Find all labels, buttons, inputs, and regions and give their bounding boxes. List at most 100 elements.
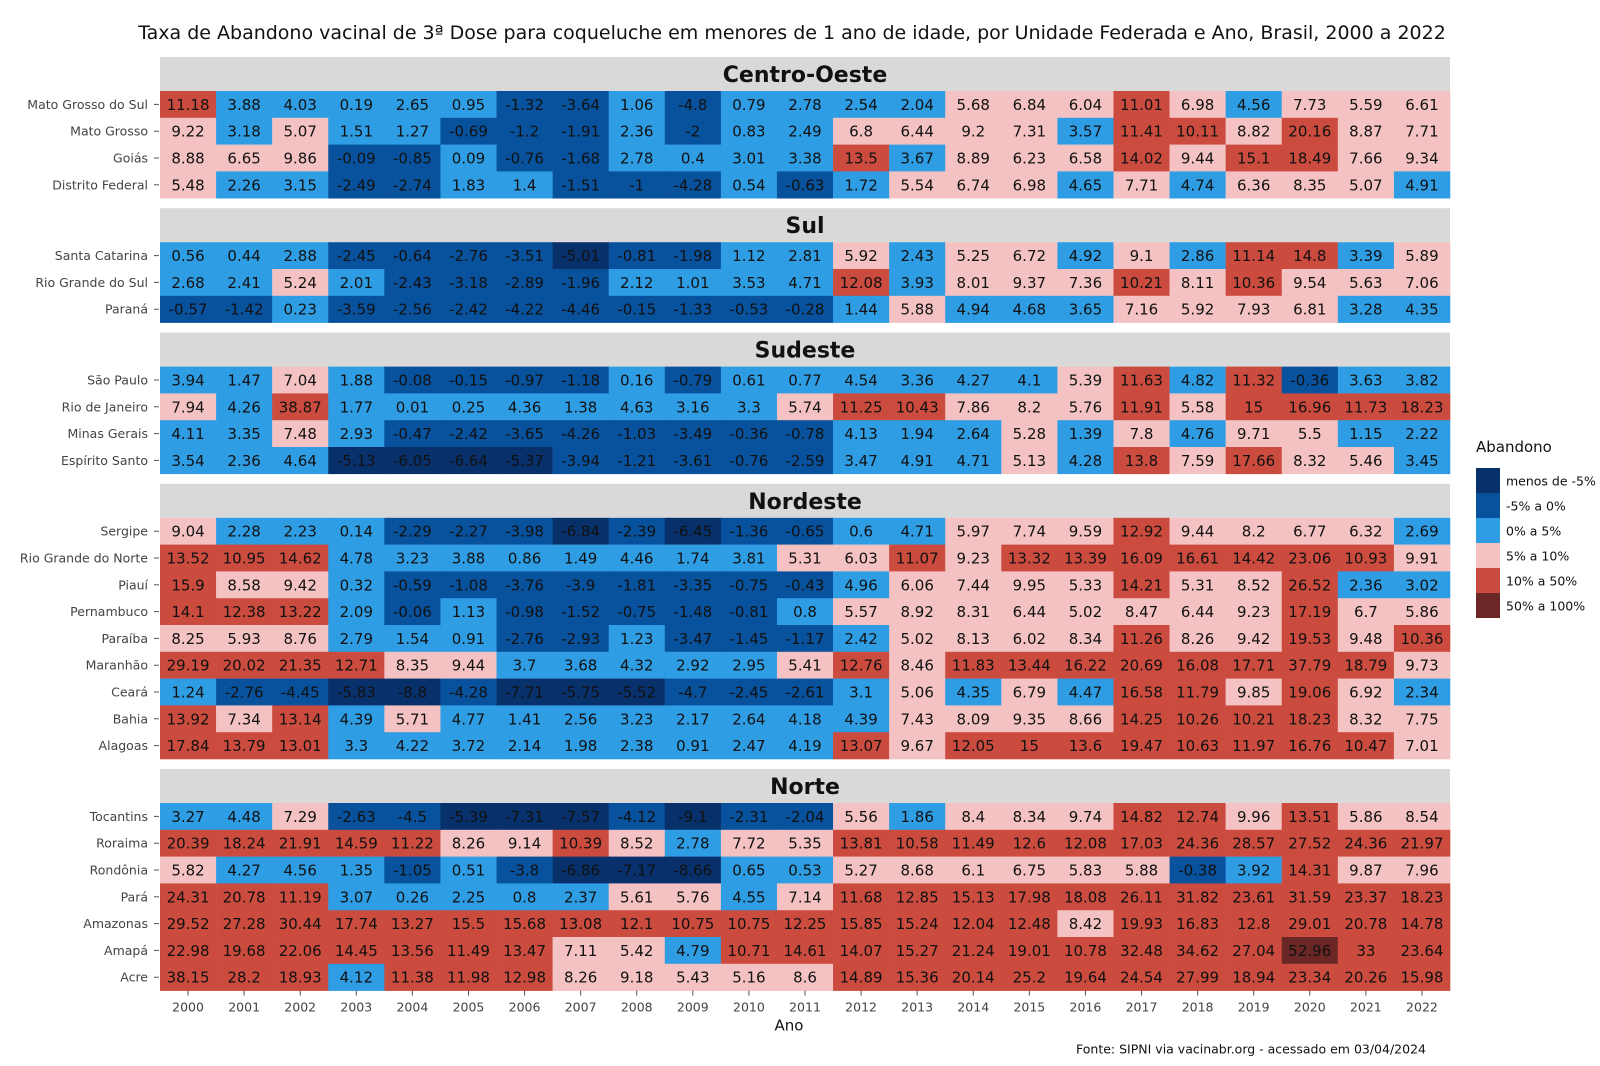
heatmap-cell	[1057, 937, 1114, 965]
cell-value-label: 0.44	[227, 247, 260, 265]
heatmap-cell	[216, 803, 273, 831]
cell-value-label: 14.21	[1120, 576, 1163, 594]
cell-value-label: -0.36	[1290, 372, 1329, 390]
row-label: Goiás	[113, 151, 148, 166]
row-label: Roraima	[96, 836, 148, 851]
heatmap-cell	[945, 144, 1002, 172]
cell-value-label: -3.8	[510, 862, 539, 880]
heatmap-cell	[552, 91, 609, 119]
heatmap-cell	[776, 242, 834, 270]
heatmap-cell	[1001, 117, 1058, 145]
heatmap-cell	[1113, 963, 1170, 991]
cell-value-label: 21.24	[952, 942, 995, 960]
legend-label: 10% a 50%	[1506, 574, 1577, 589]
legend-swatch	[1476, 468, 1500, 493]
heatmap-cell	[1001, 571, 1058, 599]
cell-value-label: 11.98	[447, 969, 490, 987]
heatmap-cell	[776, 651, 834, 679]
heatmap-cell	[833, 678, 890, 706]
cell-value-label: 12.25	[784, 915, 827, 933]
heatmap-cell	[496, 829, 553, 857]
heatmap-cell	[1057, 517, 1114, 545]
heatmap-cell	[496, 366, 553, 394]
heatmap-cell	[272, 242, 329, 270]
cell-value-label: 0.91	[452, 630, 485, 648]
heatmap-cell	[160, 171, 217, 199]
heatmap-cell	[1225, 517, 1283, 545]
heatmap-cell	[608, 571, 666, 599]
cell-value-label: 10.21	[1232, 710, 1275, 728]
heatmap-cell	[216, 829, 273, 857]
heatmap-cell	[776, 420, 834, 448]
heatmap-cell	[608, 829, 666, 857]
heatmap-cell	[552, 242, 609, 270]
cell-value-label: 14.07	[840, 942, 883, 960]
cell-value-label: 5.76	[1069, 398, 1102, 416]
heatmap-cell	[776, 366, 834, 394]
heatmap-cell	[1113, 517, 1170, 545]
cell-value-label: 18.94	[1232, 969, 1275, 987]
x-tick-label: 2011	[789, 1000, 821, 1015]
cell-value-label: 13.6	[1069, 737, 1102, 755]
cell-value-label: 0.01	[396, 398, 429, 416]
heatmap-cell	[160, 829, 217, 857]
heatmap-cell	[552, 117, 609, 145]
heatmap-cell	[1281, 269, 1339, 297]
heatmap-cell	[889, 544, 946, 572]
heatmap-cell	[776, 883, 834, 911]
panel-strip	[160, 208, 1450, 243]
cell-value-label: 6.7	[1354, 603, 1378, 621]
cell-value-label: 8.92	[900, 603, 933, 621]
heatmap-cell	[552, 963, 609, 991]
x-tick-label: 2005	[453, 1000, 485, 1015]
heatmap-cell	[1057, 269, 1114, 297]
heatmap-cell	[1393, 242, 1451, 270]
cell-value-label: 5.07	[1349, 176, 1382, 194]
heatmap-cell	[1001, 144, 1058, 172]
cell-value-label: 6.75	[1013, 862, 1046, 880]
cell-value-label: 2.43	[900, 247, 933, 265]
heatmap-cell	[1057, 883, 1114, 911]
heatmap-cell	[945, 651, 1002, 679]
cell-value-label: 8.88	[171, 150, 204, 168]
cell-value-label: -0.57	[169, 301, 208, 319]
cell-value-label: 8.35	[1293, 176, 1326, 194]
heatmap-cell	[945, 269, 1002, 297]
heatmap-cell	[1393, 856, 1451, 884]
heatmap-cell	[1281, 678, 1339, 706]
cell-value-label: 3.07	[340, 888, 373, 906]
cell-value-label: 10.43	[896, 398, 939, 416]
cell-value-label: 0.32	[340, 576, 373, 594]
cell-value-label: 2.17	[676, 710, 709, 728]
heatmap-cell	[384, 598, 441, 626]
panel-centro-oeste: Centro-Oeste Mato Grosso do Sul 11.18 3.88 4…	[27, 57, 1451, 199]
heatmap-cell	[216, 705, 273, 733]
heatmap-cell	[272, 678, 329, 706]
cell-value-label: 24.31	[167, 888, 210, 906]
cell-value-label: 2.14	[508, 737, 541, 755]
cell-value-label: 16.58	[1120, 684, 1163, 702]
cell-value-label: -0.06	[393, 603, 432, 621]
heatmap-cell	[1225, 651, 1283, 679]
cell-value-label: 10.11	[1176, 123, 1219, 141]
cell-value-label: -0.78	[786, 425, 825, 443]
heatmap-cell	[552, 678, 609, 706]
cell-value-label: 11.83	[952, 657, 995, 675]
cell-value-label: 9.18	[620, 969, 653, 987]
heatmap-cell	[328, 651, 385, 679]
heatmap-cell	[1169, 625, 1226, 653]
heatmap-cell	[1001, 963, 1058, 991]
heatmap-cell	[720, 625, 778, 653]
heatmap-cell	[776, 144, 834, 172]
row-label: Mato Grosso do Sul	[27, 97, 148, 112]
cell-value-label: 2.56	[564, 710, 597, 728]
x-tick-label: 2001	[228, 1000, 260, 1015]
heatmap-cell	[1169, 651, 1226, 679]
heatmap-cell	[160, 242, 217, 270]
heatmap-cell	[720, 171, 778, 199]
cell-value-label: 0.53	[788, 862, 821, 880]
cell-value-label: -3.47	[673, 630, 712, 648]
heatmap-cell	[1281, 705, 1339, 733]
cell-value-label: 11.63	[1120, 372, 1163, 390]
cell-value-label: -0.97	[505, 372, 544, 390]
